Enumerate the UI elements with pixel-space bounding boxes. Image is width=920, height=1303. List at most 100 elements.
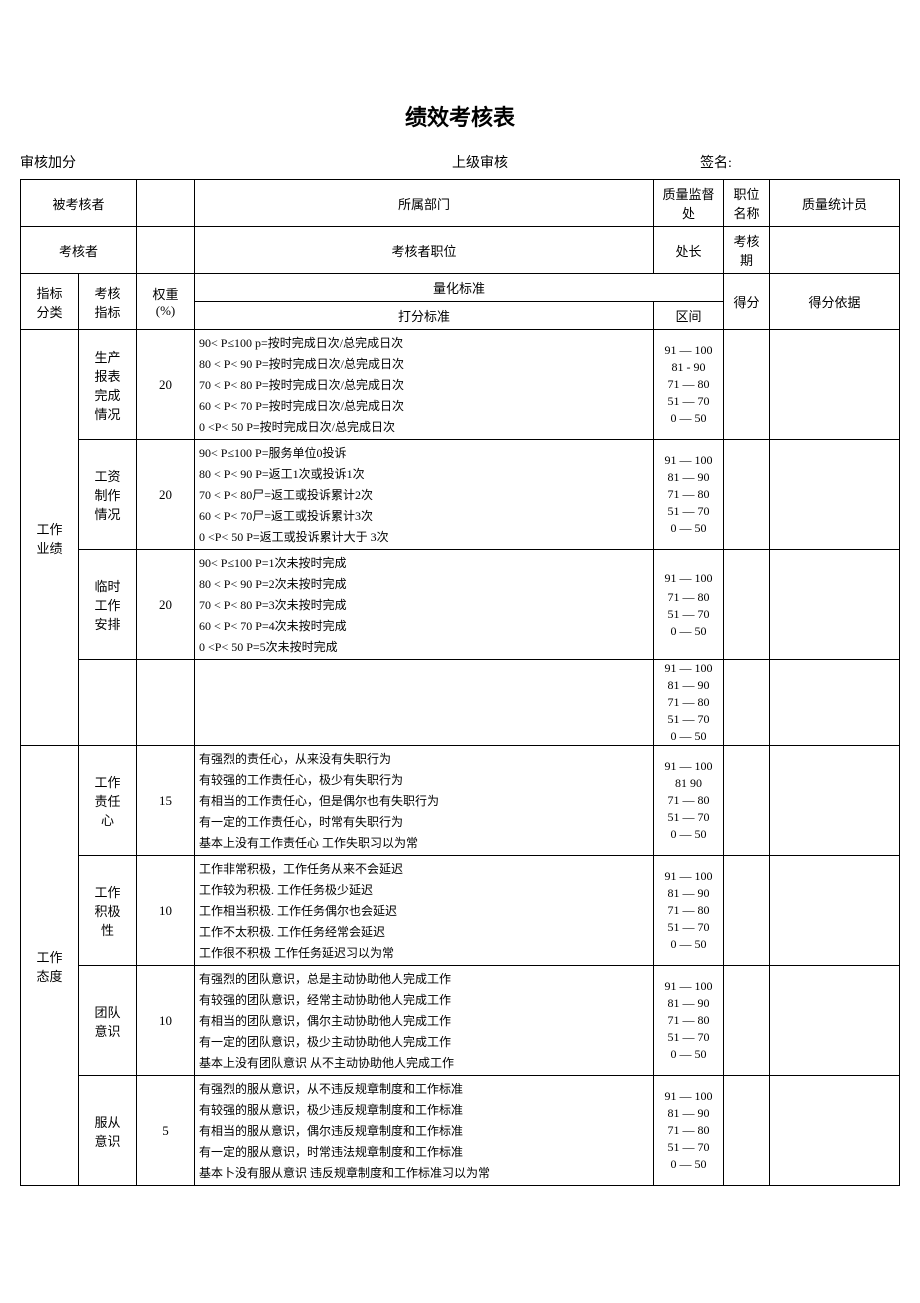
criteria-line: 90< P≤100 p=按时完成日次/总完成日次 — [199, 332, 649, 353]
th-indicator: 考核 指标 — [79, 274, 137, 330]
criteria-line: 70 < P< 80 P=按时完成日次/总完成日次 — [199, 374, 649, 395]
criteria-line: 0 <P< 50 P=返工或投诉累计大于 3次 — [199, 526, 649, 547]
score-cell — [724, 330, 770, 440]
criteria-cell: 90< P≤100 P=1次未按时完成80 < P< 90 P=2次未按时完成7… — [195, 550, 654, 660]
table-row: 临时 工作 安排2090< P≤100 P=1次未按时完成80 < P< 90 … — [21, 550, 900, 660]
range-cell: 91 — 10081 - 9071 — 8051 — 700 — 50 — [654, 330, 724, 440]
basis-cell — [770, 966, 900, 1076]
table-row: 工资 制作 情况2090< P≤100 P=服务单位0投诉80 < P< 90 … — [21, 440, 900, 550]
appraisal-main-table: 被考核者 所属部门 质量监督处 职位名称 质量统计员 考核者 考核者职位 处长 … — [20, 179, 900, 1186]
criteria-line: 有强烈的团队意识，总是主动协助他人完成工作 — [199, 968, 649, 989]
info-label: 考核者 — [21, 227, 137, 274]
indicator-cell: 工作 积极 性 — [79, 856, 137, 966]
info-label: 考核期 — [724, 227, 770, 274]
range-line: 91 — 100 — [654, 570, 723, 587]
range-line: 81 — 90 — [654, 1105, 723, 1122]
info-value — [137, 180, 195, 227]
score-cell — [724, 856, 770, 966]
score-cell — [724, 746, 770, 856]
criteria-line: 有一定的服从意识，时常违法规章制度和工作标准 — [199, 1141, 649, 1162]
table-row: 团队 意识10有强烈的团队意识，总是主动协助他人完成工作有较强的团队意识，经常主… — [21, 966, 900, 1076]
criteria-line: 工作不太积极. 工作任务经常会延迟 — [199, 921, 649, 942]
table-row: 工作 态度工作 责任 心15有强烈的责任心，从来没有失职行为有较强的工作责任心，… — [21, 746, 900, 856]
criteria-line: 工作非常积极，工作任务从来不会延迟 — [199, 858, 649, 879]
range-line: 91 — 100 — [654, 868, 723, 885]
criteria-cell: 有强烈的服从意识，从不违反规章制度和工作标准有较强的服从意识，极少违反规章制度和… — [195, 1076, 654, 1186]
criteria-line: 有强烈的责任心，从来没有失职行为 — [199, 748, 649, 769]
indicator-cell: 临时 工作 安排 — [79, 550, 137, 660]
table-row: 工作 积极 性10工作非常积极，工作任务从来不会延迟工作较为积极. 工作任务极少… — [21, 856, 900, 966]
th-weight: 权重 (%) — [137, 274, 195, 330]
range-line: 81 — 90 — [654, 677, 723, 694]
th-criteria: 打分标准 — [195, 302, 654, 330]
score-cell — [724, 440, 770, 550]
basis-cell — [770, 330, 900, 440]
table-row: 工作 业绩生产 报表 完成 情况2090< P≤100 p=按时完成日次/总完成… — [21, 330, 900, 440]
range-line: 71 — 80 — [654, 792, 723, 809]
weight-cell: 20 — [137, 440, 195, 550]
weight-cell: 10 — [137, 856, 195, 966]
range-cell: 91 — 10081 9071 — 8051 — 700 — 50 — [654, 746, 724, 856]
criteria-line: 60 < P< 70 P=按时完成日次/总完成日次 — [199, 395, 649, 416]
criteria-line: 工作相当积极. 工作任务偶尔也会延迟 — [199, 900, 649, 921]
range-line: 91 — 100 — [654, 342, 723, 359]
weight-cell — [137, 660, 195, 746]
range-line: 51 — 70 — [654, 1029, 723, 1046]
criteria-line: 60 < P< 70尸=返工或投诉累计3次 — [199, 505, 649, 526]
indicator-cell: 团队 意识 — [79, 966, 137, 1076]
basis-cell — [770, 550, 900, 660]
criteria-line: 80 < P< 90 P=返工1次或投诉1次 — [199, 463, 649, 484]
range-line: 51 — 70 — [654, 503, 723, 520]
indicator-cell: 服从 意识 — [79, 1076, 137, 1186]
range-line: 0 — 50 — [654, 410, 723, 427]
criteria-cell: 90< P≤100 P=服务单位0投诉80 < P< 90 P=返工1次或投诉1… — [195, 440, 654, 550]
weight-cell: 20 — [137, 330, 195, 440]
info-value: 质量统计员 — [770, 180, 900, 227]
criteria-line: 有较强的团队意识，经常主动协助他人完成工作 — [199, 989, 649, 1010]
criteria-cell — [195, 660, 654, 746]
range-line: 81 90 — [654, 775, 723, 792]
range-cell: 91 — 10081 — 9071 — 8051 — 700 — 50 — [654, 1076, 724, 1186]
indicator-cell: 工作 责任 心 — [79, 746, 137, 856]
th-basis: 得分依据 — [770, 274, 900, 330]
category-cell: 工作 态度 — [21, 746, 79, 1186]
range-line: 51 — 70 — [654, 393, 723, 410]
score-cell — [724, 550, 770, 660]
range-line: 71 — 80 — [654, 589, 723, 606]
header-left: 审核加分 — [20, 152, 100, 172]
range-line: 91 — 100 — [654, 978, 723, 995]
range-line: 81 — 90 — [654, 995, 723, 1012]
info-label: 被考核者 — [21, 180, 137, 227]
criteria-cell: 有强烈的责任心，从来没有失职行为有较强的工作责任心，极少有失职行为有相当的工作责… — [195, 746, 654, 856]
range-line: 71 — 80 — [654, 694, 723, 711]
basis-cell — [770, 856, 900, 966]
range-line: 91 — 100 — [654, 660, 723, 677]
range-cell: 91 — 10071 — 8051 — 700 — 50 — [654, 550, 724, 660]
indicator-cell: 工资 制作 情况 — [79, 440, 137, 550]
page-title: 绩效考核表 — [20, 100, 900, 132]
indicator-cell — [79, 660, 137, 746]
criteria-line: 有相当的团队意识，偶尔主动协助他人完成工作 — [199, 1010, 649, 1031]
score-cell — [724, 660, 770, 746]
header-right: 签名: — [700, 152, 800, 172]
th-score: 得分 — [724, 274, 770, 330]
range-line: 0 — 50 — [654, 623, 723, 640]
range-cell: 91 — 10081 — 9071 — 8051 — 700 — 50 — [654, 660, 724, 746]
criteria-cell: 工作非常积极，工作任务从来不会延迟工作较为积极. 工作任务极少延迟工作相当积极.… — [195, 856, 654, 966]
th-crit-top: 量化标准 — [195, 274, 724, 302]
basis-cell — [770, 746, 900, 856]
range-line: 0 — 50 — [654, 826, 723, 843]
range-line: 0 — 50 — [654, 936, 723, 953]
th-category: 指标 分类 — [21, 274, 79, 330]
range-line: 71 — 80 — [654, 1122, 723, 1139]
criteria-line: 90< P≤100 P=1次未按时完成 — [199, 552, 649, 573]
weight-cell: 10 — [137, 966, 195, 1076]
criteria-line: 有一定的团队意识，极少主动协助他人完成工作 — [199, 1031, 649, 1052]
basis-cell — [770, 1076, 900, 1186]
criteria-line: 90< P≤100 P=服务单位0投诉 — [199, 442, 649, 463]
range-line: 81 - 90 — [654, 359, 723, 376]
criteria-line: 有较强的服从意识，极少违反规章制度和工作标准 — [199, 1099, 649, 1120]
category-cell: 工作 业绩 — [21, 330, 79, 746]
criteria-line — [199, 709, 649, 713]
info-value — [137, 227, 195, 274]
